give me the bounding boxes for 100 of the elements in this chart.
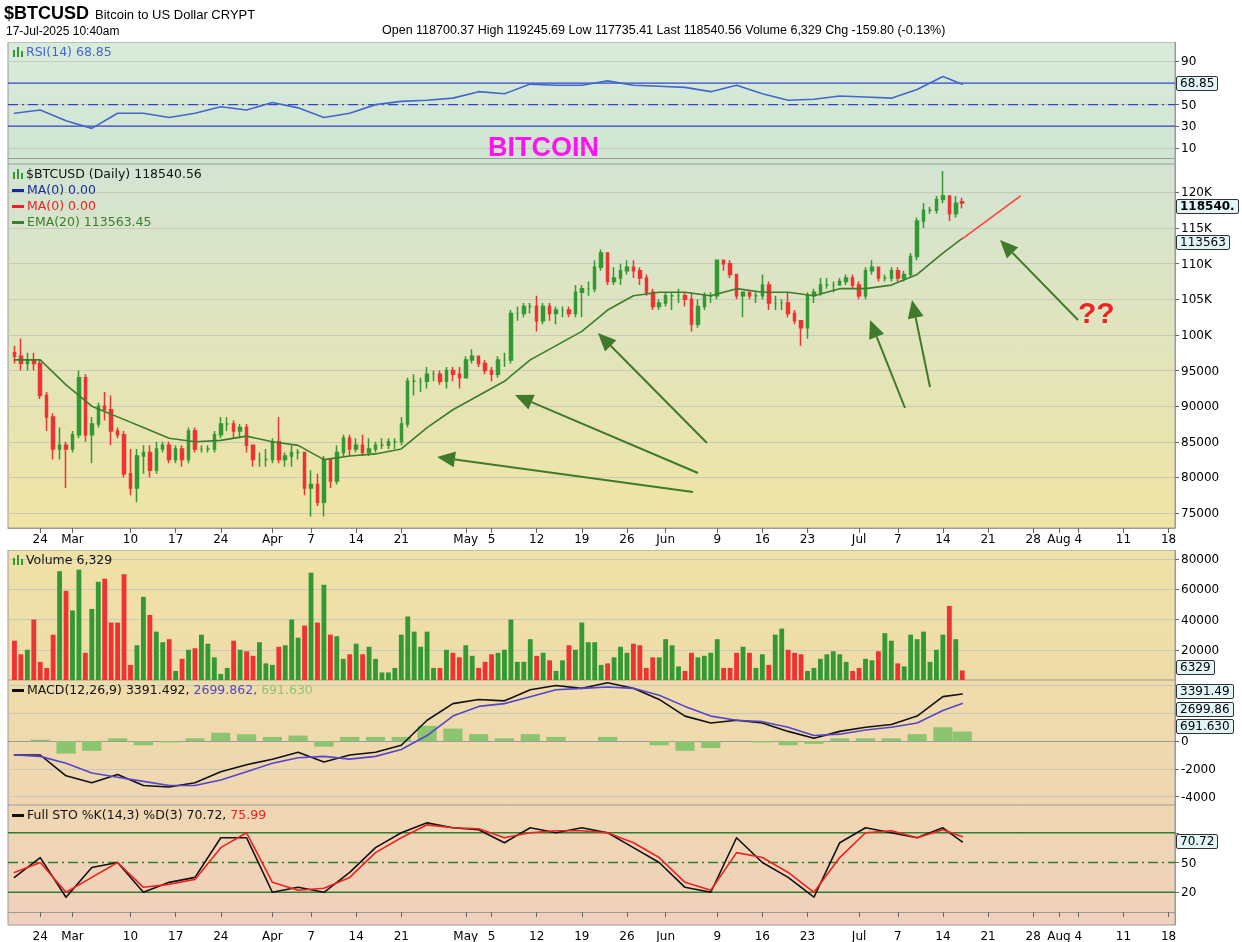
candlestick xyxy=(773,295,778,311)
candlestick xyxy=(579,284,585,318)
candlestick xyxy=(257,451,262,468)
y-tick-label: 80000 xyxy=(1181,470,1220,485)
bar xyxy=(315,622,320,680)
bar xyxy=(469,655,475,680)
y-tick-label: 60000 xyxy=(1181,582,1220,597)
candlestick xyxy=(347,433,352,457)
x-tick-label: 17 xyxy=(167,532,184,546)
candlestick xyxy=(515,305,520,322)
x-tick-label: May xyxy=(453,532,479,546)
x-tick-label: 19 xyxy=(574,929,590,942)
candlestick xyxy=(115,426,120,439)
bar xyxy=(347,654,353,680)
candlestick xyxy=(160,441,165,454)
candlestick xyxy=(57,426,62,461)
candlestick xyxy=(141,444,146,475)
bar xyxy=(855,738,876,742)
candlestick xyxy=(721,259,726,272)
candlestick xyxy=(566,305,572,318)
bar xyxy=(605,663,611,680)
bar xyxy=(82,741,102,751)
y-tick-label: 100K xyxy=(1181,327,1213,342)
x-tick-label: 4 xyxy=(1074,929,1083,942)
bar xyxy=(360,654,366,680)
bar xyxy=(231,640,237,680)
x-tick-label: 23 xyxy=(799,532,816,546)
candlestick xyxy=(914,216,920,261)
bar xyxy=(102,578,108,680)
x-tick-label: 17 xyxy=(167,929,184,942)
y-tick-label: 85000 xyxy=(1181,434,1220,449)
candlestick xyxy=(850,273,855,290)
x-tick-label: 19 xyxy=(574,532,590,546)
x-tick-label: Mar xyxy=(61,929,84,942)
bar xyxy=(57,571,62,680)
line-series xyxy=(13,75,964,130)
legend-label: EMA(20) 113563.45 xyxy=(26,214,153,230)
bar xyxy=(327,634,333,680)
candlestick xyxy=(469,348,475,365)
bar xyxy=(888,640,894,680)
x-tick-label: May xyxy=(453,929,479,942)
candlestick xyxy=(360,433,365,457)
bar xyxy=(721,667,727,680)
y-tick-label: 50 xyxy=(1181,855,1197,870)
candlestick xyxy=(934,195,939,215)
bar xyxy=(830,738,850,742)
y-tick-label: 105K xyxy=(1181,292,1213,307)
chart-subtitle: Bitcoin to US Dollar CRYPT xyxy=(95,7,256,22)
candlestick xyxy=(154,441,159,475)
bar xyxy=(173,670,179,680)
candlestick xyxy=(947,195,952,222)
x-tick-label: 14 xyxy=(935,929,951,942)
candlestick xyxy=(637,266,643,286)
candlestick xyxy=(521,302,527,318)
x-tick-label: 21 xyxy=(393,532,409,546)
bar xyxy=(520,734,540,742)
x-tick-label: Apr xyxy=(261,929,283,942)
x-tick-label: Jun xyxy=(655,929,676,942)
bar xyxy=(365,736,386,742)
x-tick-label: 7 xyxy=(893,929,902,942)
bar xyxy=(527,639,533,680)
x-tick-label: 5 xyxy=(487,532,496,546)
x-tick-label: 7 xyxy=(307,532,315,546)
x-tick-label: Apr xyxy=(261,532,283,546)
bar xyxy=(714,639,720,680)
candlestick xyxy=(921,202,926,229)
candlestick xyxy=(50,412,56,461)
bar xyxy=(689,652,694,680)
bar xyxy=(876,651,881,680)
x-tick-label: Aug xyxy=(1047,929,1071,942)
candlestick xyxy=(727,259,733,279)
text: 113563 xyxy=(1176,235,1230,250)
text: 118540. xyxy=(1176,199,1239,214)
x-tick-label: 14 xyxy=(935,532,951,546)
candlestick xyxy=(424,366,430,390)
candlestick xyxy=(147,444,153,479)
y-tick-label: 95000 xyxy=(1181,363,1220,378)
candlestick xyxy=(676,287,681,304)
candlestick xyxy=(586,280,591,297)
candlestick xyxy=(631,259,636,279)
text: 691.630 xyxy=(1176,719,1234,734)
candlestick xyxy=(895,266,901,283)
bar xyxy=(778,741,798,746)
bar xyxy=(236,734,257,742)
bar xyxy=(863,658,868,680)
candlestick xyxy=(656,298,662,311)
line-series xyxy=(13,237,964,461)
bar xyxy=(82,652,88,680)
bar xyxy=(546,736,566,742)
y-tick-label: 75000 xyxy=(1181,506,1220,521)
candlestick xyxy=(489,366,494,383)
bar xyxy=(649,741,669,746)
x-tick-label: 10 xyxy=(122,532,139,546)
candlestick xyxy=(644,273,649,297)
y-tick-label: 10 xyxy=(1181,140,1197,155)
candlestick xyxy=(386,437,391,450)
bar xyxy=(302,625,307,680)
bar xyxy=(340,736,360,742)
x-tick-label: 28 xyxy=(1025,929,1041,942)
y-tick-label: 40000 xyxy=(1181,612,1220,627)
